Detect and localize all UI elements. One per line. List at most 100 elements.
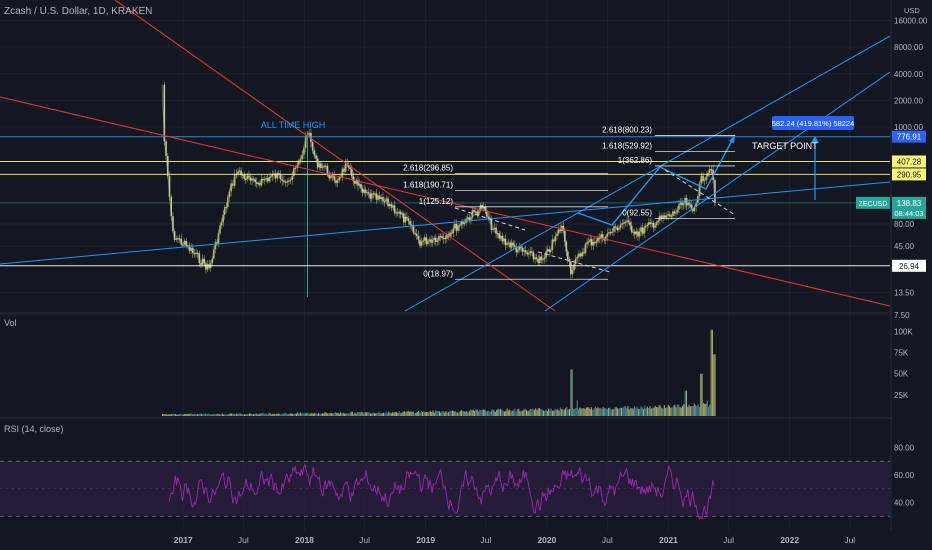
- level-badge-label: 26.94: [899, 262, 920, 271]
- blue-channel-upper[interactable]: [404, 35, 891, 312]
- candle-body: [574, 258, 577, 265]
- volume-bar: [500, 409, 502, 416]
- price-tick-label: 2000.00: [894, 96, 923, 105]
- volume-bar: [522, 410, 524, 416]
- candle-body: [512, 242, 515, 246]
- volume-bar: [342, 412, 344, 416]
- candle-body: [571, 270, 574, 275]
- price-axis[interactable]: 16000.00 8000.00 4000.00 2000.00 1000.00 80.0…: [856, 0, 932, 530]
- candle-body: [375, 193, 378, 200]
- candle-body: [436, 240, 439, 242]
- volume-bar: [338, 413, 340, 416]
- fib-level-label: 1.618(529.92): [602, 141, 652, 150]
- candle-body: [476, 211, 479, 215]
- volume-bar: [438, 411, 440, 416]
- volume-bar: [605, 408, 607, 416]
- rsi-tick-label: 40.00: [894, 499, 915, 508]
- volume-bar: [459, 411, 461, 416]
- price-tick-label: 80.00: [894, 220, 915, 229]
- grid-lines: [0, 0, 890, 530]
- volume-bar: [410, 411, 412, 416]
- candle-body: [223, 207, 226, 215]
- volume-bar: [194, 413, 196, 416]
- drawings-layer[interactable]: [0, 0, 891, 312]
- volume-bar: [669, 406, 671, 416]
- projection-path[interactable]: [577, 134, 736, 226]
- candle-body: [490, 218, 493, 230]
- volume-bar: [314, 412, 316, 416]
- volume-bar: [377, 412, 379, 416]
- candle-body: [217, 233, 220, 244]
- blue-support-line[interactable]: [0, 181, 891, 265]
- volume-bar: [288, 413, 290, 416]
- candle-body: [616, 227, 619, 230]
- blue-channel-lower[interactable]: [544, 71, 891, 312]
- volume-bar: [227, 414, 229, 416]
- volume-bar: [308, 413, 310, 416]
- candle-body: [260, 178, 263, 186]
- volume-bar: [429, 410, 431, 416]
- volume-bar: [515, 411, 517, 416]
- red-trendline[interactable]: [0, 96, 891, 307]
- volume-bar: [437, 411, 439, 416]
- volume-bar: [463, 411, 465, 416]
- volume-bar: [544, 410, 546, 416]
- volume-bar: [606, 409, 608, 416]
- red-trendline[interactable]: [114, 0, 556, 312]
- time-axis[interactable]: 2017 Jul 2018 Jul 2019 Jul 2020 Jul 2021 Jul 2022 J…: [0, 532, 932, 550]
- dashed-projection[interactable]: [454, 207, 526, 231]
- volume-bar: [219, 414, 221, 416]
- volume-bar: [165, 414, 167, 416]
- volume-bar: [214, 414, 216, 416]
- volume-bar: [358, 412, 360, 416]
- candle-body: [648, 222, 650, 225]
- volume-bar: [519, 411, 521, 416]
- volume-bar: [188, 414, 190, 416]
- candle-body: [270, 176, 272, 178]
- volume-bar: [298, 413, 300, 416]
- candle-body: [303, 147, 305, 155]
- candle-body: [378, 195, 381, 199]
- volume-bar: [279, 413, 281, 416]
- volume-bar: [615, 407, 617, 416]
- time-tick-label: Jul: [602, 535, 613, 545]
- candle-body: [330, 175, 332, 179]
- volume-bar: [454, 411, 456, 416]
- candle-body: [268, 177, 271, 182]
- volume-bar: [488, 410, 490, 416]
- volume-bar: [587, 407, 589, 416]
- volume-bar: [206, 414, 208, 416]
- volume-pane-title: Vol: [4, 318, 17, 328]
- candle-body: [614, 226, 617, 228]
- volume-bar: [197, 413, 199, 416]
- time-tick-label: 2018: [295, 535, 314, 545]
- volume-bar: [579, 407, 581, 416]
- volume-bar: [672, 405, 674, 416]
- volume-bar: [201, 413, 203, 416]
- candle-body: [629, 222, 631, 226]
- volume-bar: [559, 407, 561, 416]
- candle-body: [321, 166, 324, 168]
- volume-bar: [368, 412, 370, 416]
- candle-body: [705, 176, 708, 180]
- volume-bar: [263, 413, 265, 416]
- volume-bar: [415, 412, 417, 416]
- candle-body: [619, 224, 622, 228]
- volume-bar: [446, 412, 448, 416]
- candle-body: [538, 256, 541, 263]
- candle-body: [390, 204, 393, 208]
- rsi-tick-label: 60.00: [894, 471, 915, 480]
- volume-bar: [247, 414, 249, 416]
- volume-bar: [250, 413, 252, 416]
- volume-bar: [450, 411, 452, 416]
- volume-bar: [341, 413, 343, 416]
- dashed-projection[interactable]: [537, 251, 611, 273]
- volume-bar: [701, 373, 703, 416]
- volume-bar: [208, 414, 210, 416]
- candle-body: [698, 183, 701, 197]
- volume-bar: [242, 414, 244, 416]
- volume-bar: [412, 411, 414, 416]
- volume-bar: [574, 408, 576, 416]
- candle-body: [471, 210, 474, 218]
